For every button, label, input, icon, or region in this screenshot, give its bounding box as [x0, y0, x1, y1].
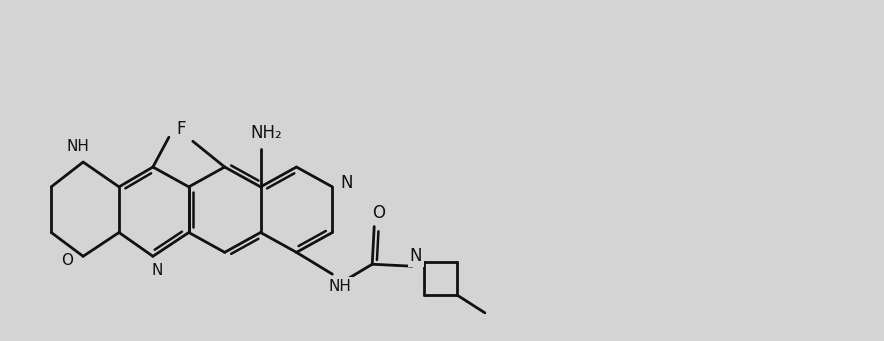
- Text: O: O: [371, 204, 385, 222]
- Text: N: N: [151, 263, 163, 278]
- Text: NH₂: NH₂: [251, 124, 282, 142]
- Text: O: O: [61, 253, 73, 268]
- Text: N: N: [410, 247, 423, 265]
- Text: N: N: [340, 174, 353, 192]
- Text: F: F: [176, 120, 186, 138]
- Text: NH: NH: [66, 139, 89, 154]
- Text: NH: NH: [329, 279, 352, 294]
